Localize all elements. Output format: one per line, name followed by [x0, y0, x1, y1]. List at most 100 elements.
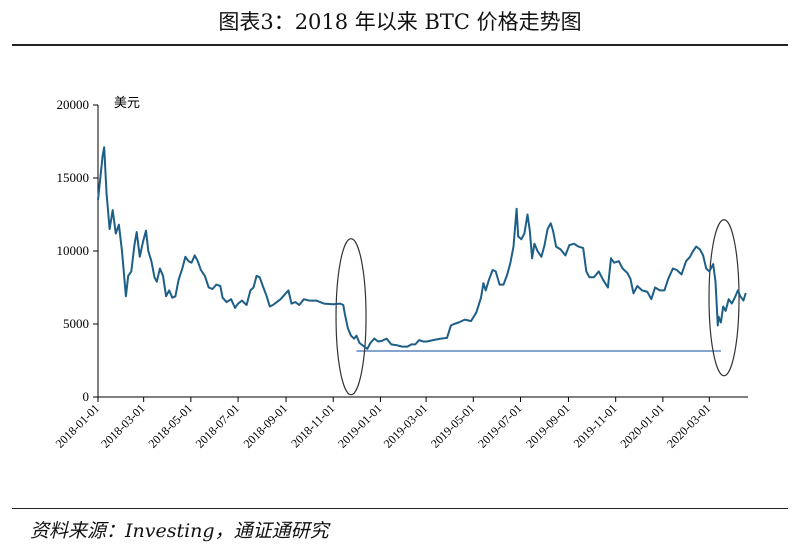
data-point — [712, 263, 714, 265]
data-point — [105, 192, 108, 194]
data-point — [422, 340, 424, 343]
data-point — [241, 300, 243, 302]
data-point — [626, 272, 628, 274]
data-point — [418, 339, 420, 341]
data-point — [745, 292, 747, 294]
x-tick-label: 2018-07-01 — [193, 401, 242, 450]
data-point — [171, 297, 173, 299]
data-point — [184, 256, 186, 258]
data-point — [672, 267, 674, 270]
data-point — [287, 289, 289, 291]
data-point — [191, 262, 193, 264]
data-point — [550, 222, 552, 224]
data-point — [165, 295, 167, 297]
data-point — [355, 335, 358, 337]
data-point — [598, 270, 600, 272]
data-point — [112, 209, 114, 211]
data-point — [121, 250, 123, 252]
x-tick-label: 2020-01-01 — [618, 401, 667, 450]
data-point — [234, 307, 236, 309]
data-point — [475, 311, 477, 313]
data-point — [283, 294, 286, 296]
data-point — [588, 276, 591, 278]
data-point — [613, 262, 615, 264]
data-point — [350, 335, 352, 337]
data-point — [362, 345, 364, 347]
data-point — [526, 213, 529, 216]
data-point — [529, 230, 531, 232]
data-point — [708, 270, 710, 272]
data-point — [303, 298, 305, 300]
data-point — [629, 278, 632, 280]
btc-price-chart: 0 5000 10000 15000 20000 2018-01-012018-03-0… — [53, 95, 748, 451]
data-point — [353, 338, 355, 340]
data-point — [290, 303, 293, 305]
data-point — [342, 304, 344, 306]
source-divider — [12, 508, 788, 509]
data-point — [495, 270, 497, 272]
data-point — [692, 250, 694, 252]
data-point — [406, 346, 409, 348]
data-point — [492, 269, 494, 271]
data-point — [280, 298, 282, 300]
data-point — [225, 301, 228, 303]
data-point — [540, 256, 543, 258]
data-point — [390, 343, 392, 345]
data-point — [294, 301, 296, 303]
data-point — [509, 262, 511, 264]
data-point — [450, 324, 452, 327]
data-point — [127, 275, 129, 277]
data-point — [593, 276, 595, 278]
y-tick-label: 5000 — [63, 316, 89, 331]
x-tick-label: 2019-03-01 — [381, 401, 430, 450]
data-point — [722, 305, 724, 308]
data-point — [377, 340, 379, 343]
data-point — [381, 340, 383, 342]
data-point — [373, 338, 375, 340]
y-tick-label: 15000 — [57, 170, 90, 185]
data-point — [552, 230, 554, 232]
data-point — [197, 260, 199, 262]
data-point — [464, 319, 466, 321]
data-point — [610, 257, 612, 259]
data-point — [659, 289, 661, 291]
data-point — [536, 250, 539, 252]
data-point — [517, 235, 519, 237]
data-point — [739, 295, 741, 297]
data-point — [259, 276, 261, 278]
data-point — [323, 303, 325, 305]
data-point — [133, 244, 135, 246]
data-point — [162, 275, 164, 277]
data-point — [147, 250, 149, 252]
data-point — [252, 286, 255, 289]
data-point — [358, 342, 361, 344]
data-point — [440, 338, 442, 340]
data-point — [426, 340, 428, 343]
data-point — [211, 288, 214, 290]
x-tick-label: 2020-03-01 — [664, 401, 713, 450]
data-point — [680, 273, 683, 275]
data-point — [150, 260, 152, 262]
data-point — [485, 289, 487, 291]
data-point — [266, 295, 268, 297]
data-point — [194, 254, 196, 256]
data-point — [582, 247, 584, 249]
data-point — [332, 303, 334, 305]
data-point — [717, 324, 719, 327]
data-point — [470, 320, 472, 322]
data-point — [543, 244, 546, 246]
data-point — [523, 232, 526, 235]
data-point — [663, 289, 666, 291]
data-point — [512, 246, 515, 248]
x-tick-label: 2018-01-01 — [53, 401, 102, 450]
data-point — [276, 301, 278, 303]
data-point — [347, 327, 349, 329]
x-tick-label: 2019-07-01 — [475, 401, 524, 450]
data-point — [650, 298, 652, 300]
highlight-ellipse — [335, 238, 367, 396]
data-point — [705, 267, 707, 270]
data-point — [366, 348, 368, 350]
data-point — [99, 177, 101, 179]
data-point — [725, 310, 727, 312]
highlight-ellipse — [708, 219, 740, 377]
